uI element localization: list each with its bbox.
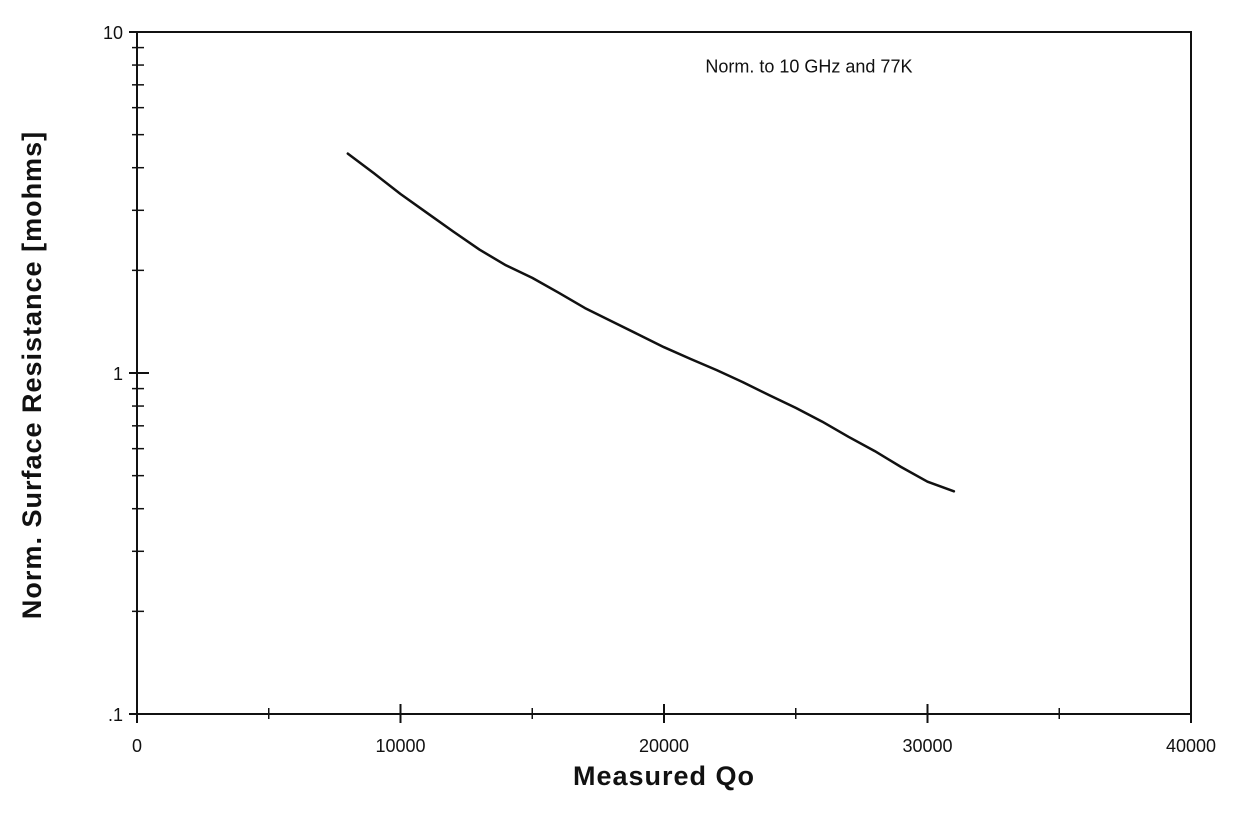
annotation-label: Norm. to 10 GHz and 77K	[705, 57, 912, 77]
plot-frame	[136, 31, 1192, 715]
y-tick-label: .1	[108, 705, 123, 725]
plot-frame-group	[136, 31, 1192, 715]
y-axis-ticks: .1 1 10	[103, 23, 149, 725]
series-layer	[346, 152, 956, 493]
x-tick-label: 10000	[375, 736, 425, 756]
series-line	[346, 152, 956, 493]
x-axis-title: Measured Qo	[573, 761, 755, 791]
x-tick-label: 20000	[639, 736, 689, 756]
x-tick-label: 30000	[902, 736, 952, 756]
x-axis-ticks: 0 10000 20000 30000 40000	[132, 704, 1216, 756]
x-tick-label: 0	[132, 736, 142, 756]
y-tick-label: 1	[113, 364, 123, 384]
y-tick-label: 10	[103, 23, 123, 43]
x-tick-label: 40000	[1166, 736, 1216, 756]
y-axis-title: Norm. Surface Resistance [mohms]	[17, 131, 47, 619]
